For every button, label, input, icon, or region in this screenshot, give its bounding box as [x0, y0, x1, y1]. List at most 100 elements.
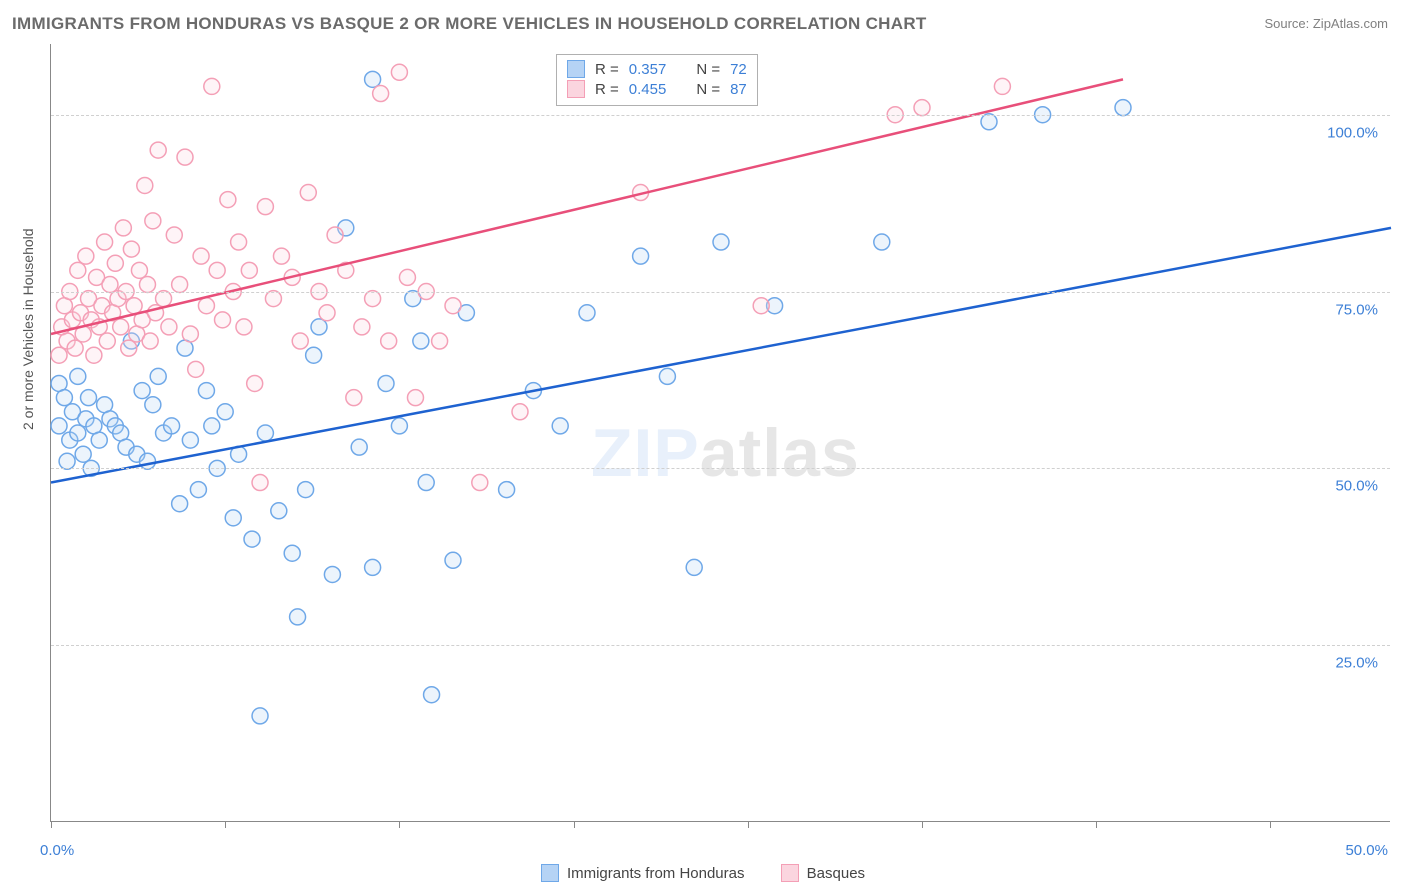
n-label: N = — [696, 81, 720, 98]
legend-stats-row: R = 0.455 N = 87 — [567, 79, 747, 99]
scatter-point — [265, 291, 281, 307]
scatter-point — [252, 475, 268, 491]
scatter-point — [407, 390, 423, 406]
scatter-point — [381, 333, 397, 349]
scatter-point — [247, 375, 263, 391]
scatter-point — [753, 298, 769, 314]
scatter-point — [67, 340, 83, 356]
scatter-point — [351, 439, 367, 455]
scatter-point — [236, 319, 252, 335]
scatter-point — [182, 432, 198, 448]
scatter-point — [373, 86, 389, 102]
scatter-point — [391, 64, 407, 80]
scatter-point — [298, 482, 314, 498]
scatter-point — [257, 425, 273, 441]
r-value: 0.357 — [629, 61, 667, 78]
scatter-point — [131, 262, 147, 278]
scatter-point — [241, 262, 257, 278]
scatter-point — [182, 326, 198, 342]
gridline-h — [51, 115, 1390, 116]
y-axis-label: 2 or more Vehicles in Household — [20, 228, 36, 430]
scatter-point — [1115, 100, 1131, 116]
x-tick — [922, 821, 923, 828]
scatter-point — [284, 545, 300, 561]
source-attribution: Source: ZipAtlas.com — [1264, 16, 1388, 31]
x-tick — [1096, 821, 1097, 828]
scatter-point — [220, 192, 236, 208]
scatter-point — [107, 255, 123, 271]
legend-swatch-basques — [781, 864, 799, 882]
x-tick — [1270, 821, 1271, 828]
watermark: ZIPatlas — [591, 414, 860, 492]
scatter-point — [300, 185, 316, 201]
scatter-point — [378, 375, 394, 391]
x-tick — [225, 821, 226, 828]
legend-label: Immigrants from Honduras — [567, 865, 745, 882]
scatter-point — [231, 234, 247, 250]
gridline-h — [51, 292, 1390, 293]
plot-area: ZIPatlas R = 0.357 N = 72 R = 0.455 N = … — [50, 44, 1390, 822]
scatter-point — [445, 298, 461, 314]
scatter-point — [512, 404, 528, 420]
scatter-point — [164, 418, 180, 434]
scatter-point — [51, 418, 67, 434]
x-tick — [574, 821, 575, 828]
legend-stats: R = 0.357 N = 72 R = 0.455 N = 87 — [556, 54, 758, 106]
r-label: R = — [595, 61, 619, 78]
scatter-point — [177, 149, 193, 165]
r-value: 0.455 — [629, 81, 667, 98]
scatter-point — [193, 248, 209, 264]
scatter-point — [552, 418, 568, 434]
scatter-point — [273, 248, 289, 264]
scatter-point — [319, 305, 335, 321]
scatter-point — [354, 319, 370, 335]
scatter-point — [145, 397, 161, 413]
scatter-point — [86, 347, 102, 363]
scatter-point — [150, 368, 166, 384]
scatter-point — [209, 262, 225, 278]
watermark-part1: ZIP — [591, 415, 700, 491]
scatter-point — [150, 142, 166, 158]
scatter-point — [252, 708, 268, 724]
scatter-point — [413, 333, 429, 349]
legend-swatch-basques — [567, 80, 585, 98]
scatter-point — [346, 390, 362, 406]
scatter-point — [445, 552, 461, 568]
scatter-point — [365, 71, 381, 87]
gridline-h — [51, 645, 1390, 646]
scatter-point — [399, 269, 415, 285]
scatter-point — [51, 347, 67, 363]
scatter-point — [198, 383, 214, 399]
chart-svg — [51, 44, 351, 194]
gridline-h — [51, 468, 1390, 469]
scatter-point — [204, 418, 220, 434]
scatter-point — [190, 482, 206, 498]
scatter-point — [713, 234, 729, 250]
scatter-point — [113, 319, 129, 335]
scatter-point — [172, 276, 188, 292]
scatter-point — [59, 453, 75, 469]
scatter-point — [204, 78, 220, 94]
scatter-point — [78, 248, 94, 264]
scatter-point — [432, 333, 448, 349]
chart-title: IMMIGRANTS FROM HONDURAS VS BASQUE 2 OR … — [12, 14, 927, 34]
scatter-point — [102, 276, 118, 292]
x-tick — [748, 821, 749, 828]
legend-item-basques: Basques — [781, 864, 865, 882]
scatter-point — [324, 566, 340, 582]
chart-container: IMMIGRANTS FROM HONDURAS VS BASQUE 2 OR … — [0, 0, 1406, 892]
scatter-point — [161, 319, 177, 335]
scatter-point — [659, 368, 675, 384]
scatter-point — [244, 531, 260, 547]
scatter-point — [137, 177, 153, 193]
scatter-point — [123, 241, 139, 257]
scatter-point — [156, 291, 172, 307]
scatter-point — [56, 390, 72, 406]
trend-line — [51, 79, 1123, 334]
scatter-point — [188, 361, 204, 377]
scatter-point — [292, 333, 308, 349]
scatter-point — [365, 559, 381, 575]
scatter-point — [306, 347, 322, 363]
n-value: 72 — [730, 61, 747, 78]
scatter-point — [198, 298, 214, 314]
